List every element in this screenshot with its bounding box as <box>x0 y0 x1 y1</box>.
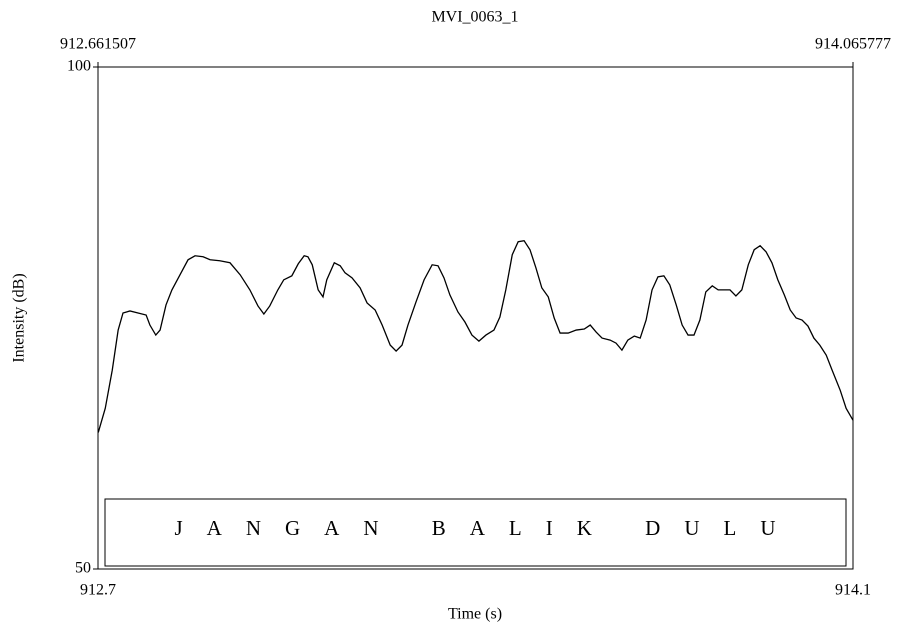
x-tick-label: 912.7 <box>80 582 116 599</box>
x-end-label: 914.065777 <box>815 36 891 53</box>
x-start-label: 912.661507 <box>60 36 136 53</box>
x-tick-label: 914.1 <box>835 582 871 599</box>
y-tick-label: 100 <box>67 58 91 75</box>
plot-frame <box>97 66 854 570</box>
annotation-box <box>104 498 847 567</box>
chart-title: MVI_0063_1 <box>431 9 518 26</box>
annotation: JANGAN BALIK DULU <box>175 516 800 540</box>
y-axis-label: Intensity (dB) <box>11 273 28 362</box>
x-axis-label: Time (s) <box>448 606 502 623</box>
intensity-line <box>97 239 854 433</box>
y-tick-label: 50 <box>75 560 91 577</box>
